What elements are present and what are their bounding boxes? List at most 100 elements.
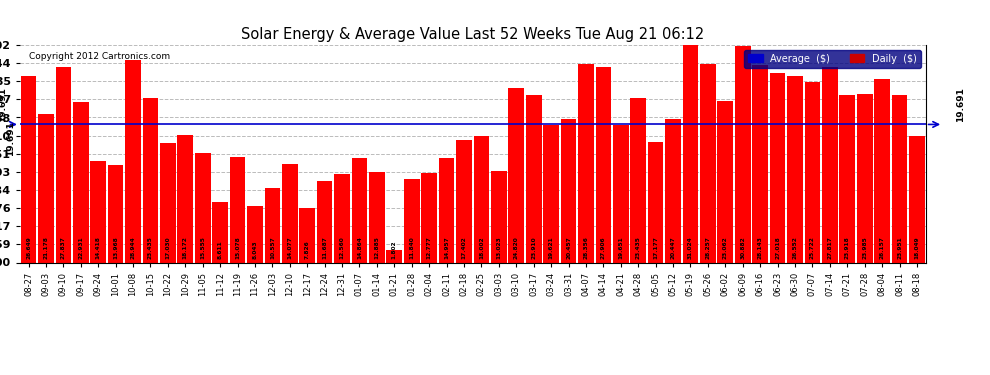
Text: 17.402: 17.402 <box>461 236 466 259</box>
Text: 19.691: 19.691 <box>0 87 7 122</box>
Text: 10.557: 10.557 <box>270 236 275 259</box>
Text: 19.621: 19.621 <box>548 236 553 259</box>
Text: 18.172: 18.172 <box>183 236 188 259</box>
Bar <box>700 64 716 262</box>
Bar <box>351 158 367 262</box>
Bar <box>631 98 646 262</box>
Legend: Average  ($), Daily  ($): Average ($), Daily ($) <box>744 50 921 68</box>
Text: 18.049: 18.049 <box>915 236 920 259</box>
Text: 23.985: 23.985 <box>862 236 867 259</box>
Text: 23.435: 23.435 <box>148 236 152 259</box>
Bar <box>299 208 315 262</box>
Bar <box>422 173 437 262</box>
Text: 17.030: 17.030 <box>165 236 170 259</box>
Text: 28.356: 28.356 <box>583 236 588 259</box>
Bar <box>264 189 280 262</box>
Text: 30.882: 30.882 <box>741 236 745 259</box>
Bar <box>282 164 298 262</box>
Text: 11.840: 11.840 <box>409 236 414 259</box>
Bar <box>874 79 890 262</box>
Text: 12.777: 12.777 <box>427 236 432 259</box>
Text: 27.906: 27.906 <box>601 236 606 259</box>
Bar <box>544 125 559 262</box>
Text: 25.722: 25.722 <box>810 236 815 259</box>
Text: 23.910: 23.910 <box>532 236 537 259</box>
Bar <box>840 95 855 262</box>
Bar <box>909 136 925 262</box>
Bar <box>125 60 141 262</box>
Text: Copyright 2012 Cartronics.com: Copyright 2012 Cartronics.com <box>29 51 170 60</box>
Bar <box>439 158 454 262</box>
Title: Solar Energy & Average Value Last 52 Weeks Tue Aug 21 06:12: Solar Energy & Average Value Last 52 Wee… <box>242 27 704 42</box>
Bar <box>683 45 698 262</box>
Bar <box>856 94 872 262</box>
Bar <box>647 142 663 262</box>
Bar <box>752 65 768 262</box>
Text: 19.651: 19.651 <box>619 236 624 259</box>
Text: 23.435: 23.435 <box>636 236 641 259</box>
Bar <box>473 136 489 262</box>
Bar <box>108 165 124 262</box>
Bar <box>596 67 611 262</box>
Bar <box>55 68 71 262</box>
Text: 12.560: 12.560 <box>340 236 345 259</box>
Text: 14.957: 14.957 <box>445 236 449 259</box>
Text: 24.820: 24.820 <box>514 236 519 259</box>
Text: 27.018: 27.018 <box>775 236 780 259</box>
Text: 22.931: 22.931 <box>78 236 83 259</box>
Text: 14.864: 14.864 <box>357 236 362 259</box>
Text: 27.817: 27.817 <box>828 236 833 259</box>
Text: 17.177: 17.177 <box>653 236 658 259</box>
Bar <box>21 76 37 262</box>
Text: 28.257: 28.257 <box>706 236 711 259</box>
Bar <box>160 143 175 262</box>
Bar <box>770 73 785 262</box>
Bar <box>456 141 472 262</box>
Text: 28.944: 28.944 <box>131 236 136 259</box>
Bar <box>665 119 681 262</box>
Text: 18.002: 18.002 <box>479 236 484 259</box>
Text: 31.024: 31.024 <box>688 236 693 259</box>
Bar <box>386 250 402 262</box>
Bar <box>718 101 734 262</box>
Text: 19.691: 19.691 <box>956 87 965 122</box>
Bar <box>805 82 821 262</box>
Bar <box>509 88 524 262</box>
Bar <box>560 119 576 262</box>
Text: 20.457: 20.457 <box>566 236 571 259</box>
Text: 28.143: 28.143 <box>757 236 762 259</box>
Text: 26.649: 26.649 <box>26 236 31 259</box>
Text: 12.885: 12.885 <box>374 236 379 259</box>
Bar <box>613 125 629 262</box>
Bar <box>143 98 158 262</box>
Text: 27.837: 27.837 <box>60 236 66 259</box>
Bar <box>404 180 420 262</box>
Text: 1.802: 1.802 <box>392 240 397 259</box>
Bar <box>822 68 838 262</box>
Text: 11.687: 11.687 <box>322 236 327 259</box>
Text: 14.077: 14.077 <box>287 236 292 259</box>
Bar <box>90 161 106 262</box>
Text: 8.043: 8.043 <box>252 240 257 259</box>
Bar <box>526 95 542 262</box>
Bar <box>578 64 594 262</box>
Text: 23.918: 23.918 <box>844 236 849 259</box>
Bar <box>38 114 53 262</box>
Bar <box>491 171 507 262</box>
Bar <box>335 174 349 262</box>
Bar <box>317 180 333 262</box>
Text: 26.552: 26.552 <box>793 236 798 259</box>
Text: 23.951: 23.951 <box>897 236 902 259</box>
Text: 15.078: 15.078 <box>235 236 240 259</box>
Bar <box>787 76 803 262</box>
Bar <box>248 206 262 262</box>
Text: 7.826: 7.826 <box>305 240 310 259</box>
Text: 23.062: 23.062 <box>723 236 728 259</box>
Bar <box>212 202 228 262</box>
Text: 26.157: 26.157 <box>879 236 885 259</box>
Text: 13.023: 13.023 <box>496 236 501 259</box>
Text: 21.178: 21.178 <box>44 236 49 259</box>
Text: 13.968: 13.968 <box>113 236 118 259</box>
Bar <box>73 102 89 262</box>
Text: 15.555: 15.555 <box>200 236 205 259</box>
